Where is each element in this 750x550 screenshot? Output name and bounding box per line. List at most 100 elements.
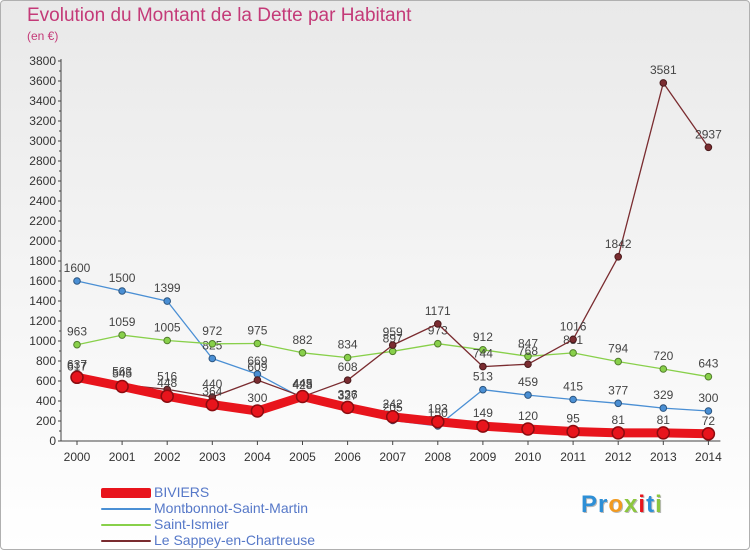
data-label: 972 [202, 324, 222, 338]
y-tick-label: 2400 [29, 194, 56, 208]
data-point [160, 389, 174, 403]
data-label: 1016 [560, 319, 587, 333]
logo-letter: P [581, 491, 599, 518]
data-point [118, 331, 126, 339]
data-label: 609 [247, 360, 267, 374]
data-point [704, 372, 713, 381]
data-point [701, 427, 716, 441]
data-label: 443 [292, 377, 312, 391]
data-label: 882 [292, 333, 312, 347]
legend-label: Le Sappey-en-Chartreuse [154, 532, 316, 548]
legend-swatch [101, 540, 151, 542]
y-tick-label: 200 [36, 414, 56, 428]
data-label: 973 [428, 324, 448, 338]
x-tick-label: 2005 [289, 450, 316, 464]
data-label: 300 [247, 391, 267, 405]
legend-label: Saint-Ismier [154, 516, 229, 532]
x-tick-label: 2011 [560, 450, 586, 464]
data-label: 205 [383, 401, 403, 415]
x-tick-label: 2008 [424, 450, 451, 464]
logo-letter: t [646, 491, 656, 518]
data-label: 72 [702, 414, 716, 428]
data-label: 637 [67, 357, 87, 371]
data-point [659, 404, 668, 412]
data-point [569, 335, 577, 344]
data-point [73, 340, 81, 349]
data-label: 545 [112, 367, 132, 381]
x-tick-label: 2000 [64, 450, 91, 464]
x-tick-label: 2012 [605, 450, 632, 464]
data-point [431, 414, 445, 429]
data-label: 150 [428, 406, 448, 420]
data-point [118, 287, 126, 295]
legend-label: BIVIERS [154, 484, 210, 500]
data-point [569, 349, 577, 357]
data-label: 834 [338, 338, 358, 352]
data-label: 242 [383, 397, 403, 411]
series-le-sappey-en-chartreuse: 617 563 516 440 609 443 608 959 1171 744 768 1016 18… [67, 63, 722, 401]
data-point [524, 391, 532, 399]
data-label: 3581 [650, 63, 677, 77]
data-label: 445 [292, 377, 312, 391]
data-point [343, 376, 352, 385]
data-label: 1842 [605, 237, 632, 251]
logo-letter: r [598, 491, 609, 518]
data-point [253, 376, 262, 384]
data-point [614, 357, 623, 366]
data-label: 95 [566, 412, 580, 426]
y-tick-label: 3200 [29, 114, 56, 128]
data-point [659, 79, 668, 87]
data-point [163, 297, 171, 305]
data-point [434, 339, 442, 348]
y-tick-label: 0 [49, 434, 56, 448]
x-tick-label: 2014 [695, 450, 722, 464]
data-point [476, 419, 490, 433]
data-label: 364 [202, 385, 222, 399]
x-tick-label: 2007 [379, 450, 406, 464]
logo-letter: i [655, 491, 663, 518]
chart-title: Evolution du Montant de la Dette par Hab… [27, 5, 412, 26]
data-point [205, 397, 220, 412]
data-point [250, 404, 265, 418]
legend-swatch [101, 508, 151, 510]
y-tick-label: 2000 [29, 234, 56, 248]
y-tick-label: 1600 [29, 274, 56, 288]
data-label: 1171 [425, 304, 451, 318]
data-point [569, 395, 577, 404]
logo-letter: o [608, 491, 625, 518]
data-label: 912 [473, 330, 493, 344]
x-tick-label: 2013 [650, 450, 677, 464]
y-tick-label: 1000 [29, 334, 56, 348]
data-label: 428 [292, 378, 312, 392]
y-tick-label: 2800 [29, 154, 56, 168]
data-label: 329 [653, 388, 673, 402]
data-label: 377 [608, 383, 628, 397]
data-label: 608 [338, 360, 358, 374]
data-label: 963 [67, 325, 87, 339]
data-point [434, 320, 442, 328]
data-point [208, 340, 217, 348]
y-tick-label: 3600 [29, 74, 56, 88]
y-tick-label: 1400 [29, 294, 56, 308]
data-label: 448 [157, 376, 177, 390]
data-point [521, 422, 535, 436]
data-label: 415 [563, 380, 583, 394]
x-tick-label: 2001 [109, 450, 136, 464]
data-point [566, 424, 580, 439]
data-label: 2937 [695, 127, 722, 141]
data-label: 643 [698, 357, 718, 371]
y-tick-label: 3800 [29, 54, 56, 68]
legend-swatch [101, 488, 151, 498]
data-label: 847 [518, 336, 538, 350]
data-point [73, 277, 81, 285]
data-point [524, 352, 532, 361]
data-point [385, 410, 400, 424]
x-tick-label: 2002 [154, 450, 181, 464]
legend-swatch [101, 524, 151, 526]
data-label: 193 [428, 402, 448, 416]
data-point [614, 253, 623, 261]
data-label: 744 [473, 347, 493, 361]
data-point [614, 399, 623, 408]
data-point [659, 365, 668, 373]
